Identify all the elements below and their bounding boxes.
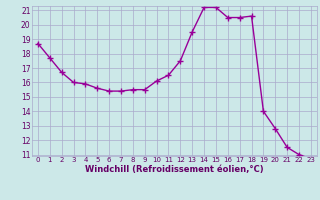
X-axis label: Windchill (Refroidissement éolien,°C): Windchill (Refroidissement éolien,°C) — [85, 165, 264, 174]
